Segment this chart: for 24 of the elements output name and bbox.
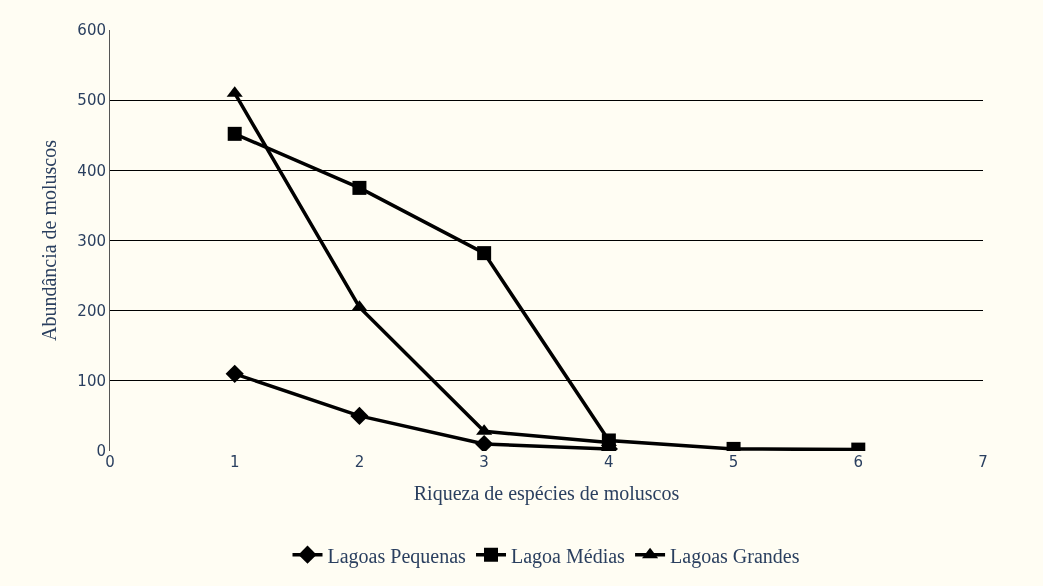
y-tick-label: 500: [77, 91, 106, 110]
x-axis-title: Riqueza de espécies de moluscos: [413, 481, 680, 505]
y-axis-title: Abundância de moluscos: [37, 139, 60, 342]
point: [227, 126, 242, 141]
x-tick-label: 5: [728, 453, 739, 471]
legend-label: Lagoas Pequenas: [327, 544, 467, 568]
x-tick-label: 7: [978, 453, 988, 471]
y-tick-label: 200: [77, 301, 106, 320]
x-tick-label: 2: [354, 453, 365, 471]
x-tick-label: 4: [604, 453, 614, 471]
point: [350, 406, 369, 426]
y-tick-label: 400: [77, 161, 106, 180]
point: [475, 434, 494, 451]
point: [477, 246, 492, 261]
y-tick-label: 100: [77, 372, 106, 391]
x-tick-label: 3: [479, 453, 489, 471]
x-tick-label: 1: [229, 453, 240, 471]
x-tick-label: 6: [853, 453, 864, 471]
y-tick-label: 600: [77, 21, 106, 40]
legend-label: Lagoas Grandes: [670, 544, 800, 568]
y-tick-label: 300: [77, 231, 106, 250]
point: [225, 364, 244, 383]
legend-label: Lagoa Médias: [511, 544, 626, 568]
point: [352, 180, 367, 195]
